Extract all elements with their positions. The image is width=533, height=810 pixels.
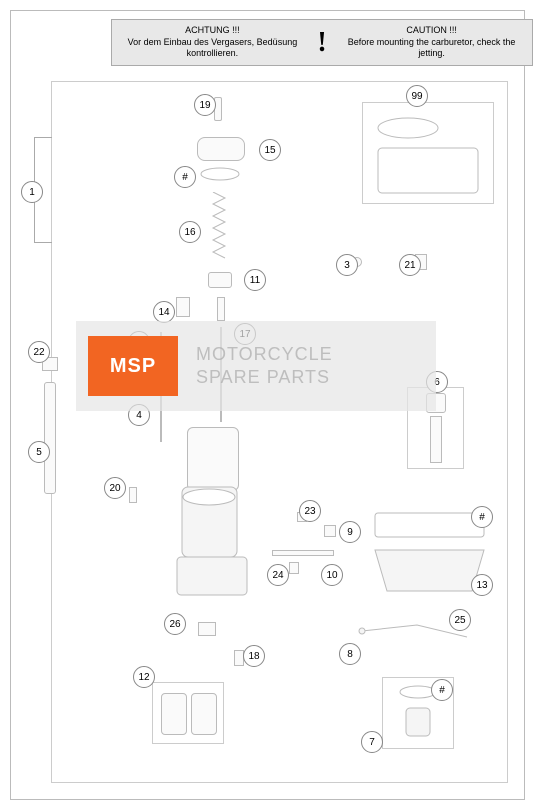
callout-hash-1: # xyxy=(174,166,196,188)
callout-3: 3 xyxy=(336,254,358,276)
callout-9: 9 xyxy=(339,521,361,543)
page-frame: ACHTUNG !!! Vor dem Einbau des Vergasers… xyxy=(10,10,525,800)
float-box xyxy=(152,682,224,744)
callout-22: 22 xyxy=(28,341,50,363)
callout-21: 21 xyxy=(399,254,421,276)
shaft-a xyxy=(272,550,334,556)
cap-shape xyxy=(197,137,245,161)
spring-shape xyxy=(211,192,227,262)
callout-12: 12 xyxy=(133,666,155,688)
caution-de-text: Vor dem Einbau des Vergasers, Bedüsung k… xyxy=(120,37,305,60)
jet-b xyxy=(289,562,299,574)
jet-a xyxy=(324,525,336,537)
idle-screw xyxy=(129,487,137,503)
callout-23: 23 xyxy=(299,500,321,522)
watermark-text: MOTORCYCLE SPARE PARTS xyxy=(196,343,333,390)
float-r xyxy=(191,693,217,735)
gasket-kit-box xyxy=(362,102,494,204)
leader-1-top xyxy=(34,137,52,138)
caution-german: ACHTUNG !!! Vor dem Einbau des Vergasers… xyxy=(112,22,313,63)
tube-shape xyxy=(44,382,56,494)
callout-10: 10 xyxy=(321,564,343,586)
caution-box: ACHTUNG !!! Vor dem Einbau des Vergasers… xyxy=(111,19,533,66)
oring-shape xyxy=(199,167,241,181)
bowl-gasket xyxy=(372,510,487,540)
exclamation-icon: ! xyxy=(313,27,331,59)
callout-8: 8 xyxy=(339,643,361,665)
choke-shaft xyxy=(430,416,442,463)
needle-top-shape xyxy=(217,297,225,321)
leader-1-bot xyxy=(34,242,52,243)
small-part-shape xyxy=(176,297,190,317)
wm-line2: SPARE PARTS xyxy=(196,366,333,389)
callout-19: 19 xyxy=(194,94,216,116)
caution-de-title: ACHTUNG !!! xyxy=(120,25,305,37)
caution-en-title: CAUTION !!! xyxy=(339,25,524,37)
gasket-shape-icon xyxy=(363,103,493,203)
caution-en-text: Before mounting the carburetor, check th… xyxy=(339,37,524,60)
carb-body xyxy=(172,482,282,602)
callout-hash-3: # xyxy=(471,506,493,528)
callout-16: 16 xyxy=(179,221,201,243)
callout-25: 25 xyxy=(449,609,471,631)
float-valve xyxy=(198,622,216,636)
callout-99: 99 xyxy=(406,85,428,107)
callout-hash-4: # xyxy=(431,679,453,701)
callout-1: 1 xyxy=(21,181,43,203)
callout-26: 26 xyxy=(164,613,186,635)
retainer-shape xyxy=(208,272,232,288)
callout-18: 18 xyxy=(243,645,265,667)
caution-english: CAUTION !!! Before mounting the carburet… xyxy=(331,22,532,63)
diagram-frame xyxy=(51,81,508,783)
callout-13: 13 xyxy=(471,574,493,596)
float-l xyxy=(161,693,187,735)
callout-11: 11 xyxy=(244,269,266,291)
callout-24: 24 xyxy=(267,564,289,586)
callout-20: 20 xyxy=(104,477,126,499)
callout-15: 15 xyxy=(259,139,281,161)
callout-5: 5 xyxy=(28,441,50,463)
watermark: MSP MOTORCYCLE SPARE PARTS xyxy=(76,321,436,411)
callout-7: 7 xyxy=(361,731,383,753)
float-bowl xyxy=(372,547,487,595)
wm-line1: MOTORCYCLE xyxy=(196,343,333,366)
watermark-logo: MSP xyxy=(88,336,178,396)
callout-14: 14 xyxy=(153,301,175,323)
